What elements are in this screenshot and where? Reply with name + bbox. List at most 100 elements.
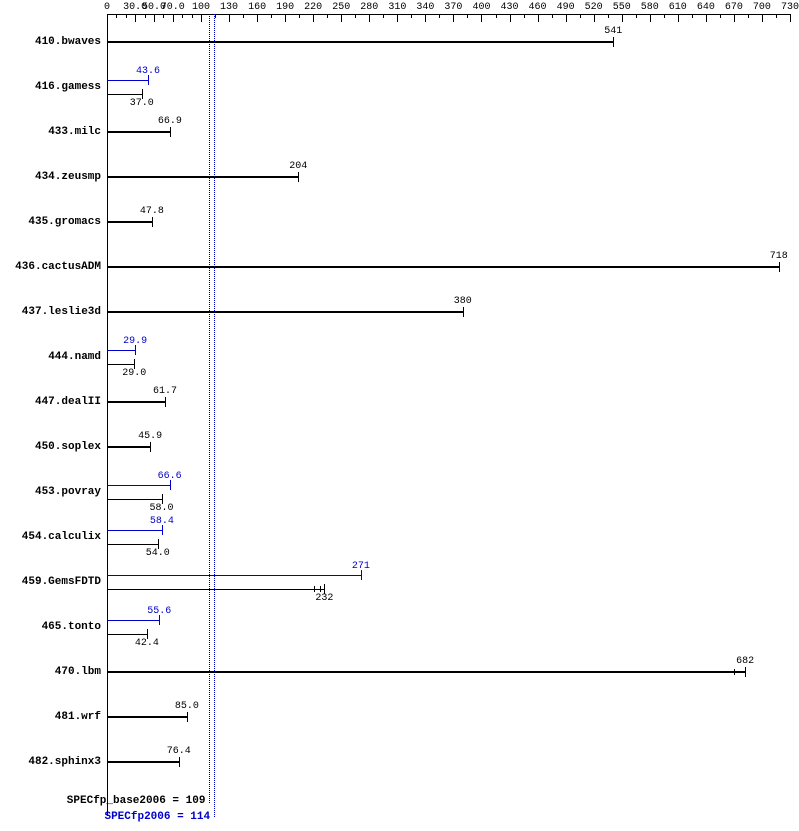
tick-minor: [383, 14, 384, 18]
base-value: 541: [604, 26, 622, 37]
base-cap: [745, 667, 746, 677]
base-value: 61.7: [153, 386, 177, 397]
base-bar: [107, 589, 324, 590]
base-cap: [187, 712, 188, 722]
base-bar: [107, 364, 134, 365]
peak-bar: [107, 620, 159, 621]
tick-label: 430: [501, 2, 519, 13]
tick-minor: [636, 14, 637, 18]
base-cap: [298, 172, 299, 182]
base-cap: [613, 37, 614, 47]
tick-label: 370: [444, 2, 462, 13]
tick-major: [622, 14, 623, 22]
tick-major: [313, 14, 314, 22]
base-bar: [107, 716, 187, 718]
base-cap: [463, 307, 464, 317]
bench-label: 453.povray: [35, 486, 101, 498]
base-value: 37.0: [130, 98, 154, 109]
peak-bar: [107, 485, 170, 486]
bench-label: 454.calculix: [22, 531, 101, 543]
base-bar: [107, 401, 165, 403]
tick-minor: [327, 14, 328, 18]
tick-minor: [467, 14, 468, 18]
tick-label: 700: [753, 2, 771, 13]
base-bar: [107, 176, 298, 178]
tick-label: 550: [613, 2, 631, 13]
base-cap: [179, 757, 180, 767]
tick-minor: [145, 14, 146, 18]
tick-label: 490: [557, 2, 575, 13]
tick-minor: [580, 14, 581, 18]
run-tick: [320, 586, 321, 592]
bench-label: 436.cactusADM: [15, 261, 101, 273]
base-bar: [107, 266, 779, 268]
bench-label: 437.leslie3d: [22, 306, 101, 318]
tick-major: [650, 14, 651, 22]
tick-label: 280: [360, 2, 378, 13]
tick-label: 250: [332, 2, 350, 13]
tick-minor: [163, 14, 164, 18]
base-cap: [152, 217, 153, 227]
tick-major: [425, 14, 426, 22]
tick-minor: [552, 14, 553, 18]
tick-label: 310: [388, 2, 406, 13]
tick-minor: [182, 14, 183, 18]
tick-major: [594, 14, 595, 22]
base-bar: [107, 544, 158, 545]
bench-label: 481.wrf: [55, 711, 101, 723]
tick-label: 340: [416, 2, 434, 13]
tick-label: 640: [697, 2, 715, 13]
tick-minor: [608, 14, 609, 18]
tick-major: [229, 14, 230, 22]
base-bar: [107, 634, 147, 635]
tick-label: 580: [641, 2, 659, 13]
tick-minor: [126, 14, 127, 18]
base-cap: [170, 127, 171, 137]
bench-label: 434.zeusmp: [35, 171, 101, 183]
tick-minor: [243, 14, 244, 18]
tick-major: [341, 14, 342, 22]
tick-major: [706, 14, 707, 22]
tick-minor: [692, 14, 693, 18]
base-bar: [107, 761, 179, 763]
y-axis: [107, 14, 108, 816]
base-value: 682: [736, 656, 754, 667]
base-value: 380: [454, 296, 472, 307]
tick-label: 70.0: [161, 2, 185, 13]
tick-major: [453, 14, 454, 22]
tick-major: [481, 14, 482, 22]
peak-ref-line: [214, 14, 215, 817]
bench-label: 465.tonto: [42, 621, 101, 633]
base-bar: [107, 221, 152, 223]
tick-label: 520: [585, 2, 603, 13]
base-bar: [107, 311, 463, 313]
tick-label: 220: [304, 2, 322, 13]
base-value: 58.0: [150, 503, 174, 514]
peak-value: 66.6: [158, 471, 182, 482]
base-value: 45.9: [138, 431, 162, 442]
tick-minor: [192, 14, 193, 18]
tick-label: 400: [472, 2, 490, 13]
tick-major: [734, 14, 735, 22]
tick-minor: [748, 14, 749, 18]
tick-label: 190: [276, 2, 294, 13]
peak-bar: [107, 80, 148, 81]
tick-minor: [411, 14, 412, 18]
base-bar: [107, 41, 613, 43]
base-value: 66.9: [158, 116, 182, 127]
tick-minor: [215, 14, 216, 18]
tick-major: [790, 14, 791, 22]
bench-label: 482.sphinx3: [28, 756, 101, 768]
peak-value: 271: [352, 561, 370, 572]
tick-minor: [299, 14, 300, 18]
run-tick: [734, 669, 735, 675]
tick-major: [257, 14, 258, 22]
bench-label: 416.gamess: [35, 81, 101, 93]
tick-major: [201, 14, 202, 22]
tick-major: [538, 14, 539, 22]
base-value: 85.0: [175, 701, 199, 712]
tick-label: 100: [192, 2, 210, 13]
tick-minor: [116, 14, 117, 18]
bench-label: 450.soplex: [35, 441, 101, 453]
peak-value: 43.6: [136, 66, 160, 77]
